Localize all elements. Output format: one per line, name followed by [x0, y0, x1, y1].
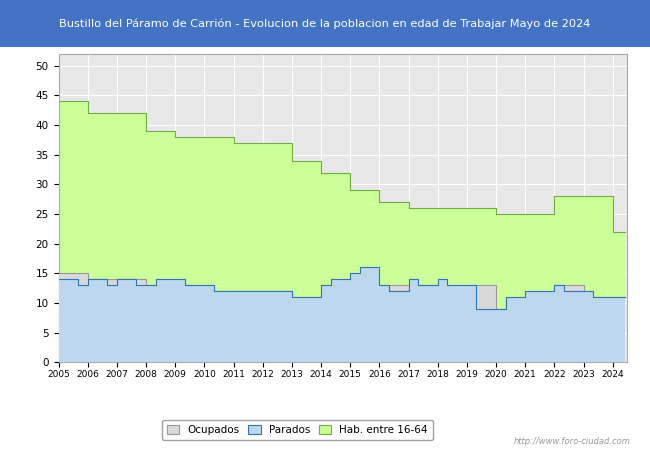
Text: http://www.foro-ciudad.com: http://www.foro-ciudad.com: [514, 436, 630, 446]
Text: Bustillo del Páramo de Carrión - Evolucion de la poblacion en edad de Trabajar M: Bustillo del Páramo de Carrión - Evoluci…: [59, 18, 591, 29]
Legend: Ocupados, Parados, Hab. entre 16-64: Ocupados, Parados, Hab. entre 16-64: [162, 420, 433, 440]
